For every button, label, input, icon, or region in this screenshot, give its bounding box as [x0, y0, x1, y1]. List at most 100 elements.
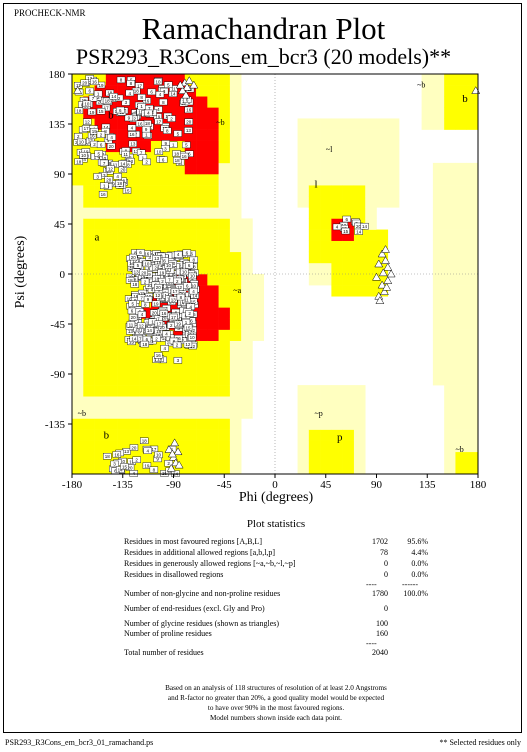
region-cell	[117, 262, 129, 275]
region-cell	[353, 185, 366, 197]
region-cell	[173, 451, 186, 464]
model-number: 4	[128, 91, 131, 96]
region-cell	[308, 151, 321, 164]
region-cell	[444, 407, 456, 419]
region-cell	[455, 318, 468, 330]
page-frame	[3, 3, 522, 733]
region-cell	[150, 85, 163, 97]
residue-point: 17	[154, 118, 163, 125]
region-cell	[229, 118, 242, 130]
region-cell	[128, 196, 140, 208]
stat-label: Number of proline residues	[124, 629, 212, 638]
region-cell	[466, 429, 479, 441]
region-cell	[229, 162, 242, 175]
model-number: 2	[118, 96, 121, 101]
model-number: 14	[192, 293, 198, 298]
model-number: 6	[119, 108, 122, 113]
region-cell	[365, 274, 377, 286]
region-cell	[150, 374, 163, 386]
model-number: 1	[151, 320, 154, 325]
region-label: ~a	[233, 286, 241, 295]
region-cell	[105, 229, 118, 241]
residue-box	[184, 106, 193, 114]
residue-point: 9	[124, 114, 134, 122]
region-cell	[162, 407, 174, 419]
model-number: 17	[136, 337, 142, 342]
region-cell	[184, 196, 197, 208]
model-number: 4	[131, 126, 134, 131]
region-cell	[207, 440, 219, 453]
model-number: 11	[171, 86, 176, 91]
model-number: 6	[139, 250, 142, 255]
region-cell	[466, 407, 479, 419]
region-cell	[218, 351, 231, 364]
region-cell	[229, 207, 242, 219]
region-cell	[331, 396, 343, 408]
region-cell	[241, 218, 253, 230]
x-tick-label: 135	[419, 479, 436, 491]
model-number: 20	[156, 285, 162, 290]
region-cell	[297, 151, 310, 164]
region-cell	[207, 385, 219, 397]
region-cell	[376, 262, 389, 275]
region-cell	[72, 396, 84, 408]
region-cell	[308, 129, 321, 141]
region-cell	[466, 96, 479, 108]
residue-point: 17	[81, 125, 91, 132]
region-cell	[72, 140, 84, 153]
model-number: 16	[182, 154, 188, 159]
region-cell	[241, 251, 253, 264]
region-cell	[320, 129, 332, 141]
residue-point: 14	[354, 228, 363, 235]
residue-box	[137, 94, 146, 101]
model-number: 2	[133, 318, 136, 323]
residue-box	[82, 100, 92, 108]
model-number: 11	[146, 320, 151, 325]
region-cell	[196, 318, 208, 330]
region-cell	[297, 118, 310, 130]
residue-point: 3	[121, 99, 131, 106]
model-number: 18	[133, 294, 139, 299]
residue-box	[136, 249, 145, 256]
region-cell	[94, 307, 107, 319]
region-cell	[444, 396, 456, 408]
residue-box	[125, 277, 135, 284]
region-cell	[353, 207, 366, 219]
region-cell	[444, 385, 456, 397]
residue-point: 20	[106, 143, 116, 150]
region-cell	[466, 274, 479, 286]
model-number: 18	[141, 327, 147, 332]
residue-box	[139, 269, 148, 276]
region-cell	[207, 251, 219, 264]
residue-point: 2	[142, 158, 151, 166]
x-axis-label: Phi (degrees)	[238, 490, 314, 505]
region-cell	[252, 329, 265, 341]
region-cell	[331, 429, 343, 441]
region-cell	[83, 274, 95, 286]
region-cell	[117, 207, 129, 219]
region-cell	[207, 129, 219, 141]
model-number: 17	[156, 119, 162, 124]
region-cell	[117, 440, 129, 453]
residue-box	[127, 124, 137, 131]
model-number: 9	[147, 297, 150, 302]
region-label: ~b	[78, 409, 86, 418]
model-number: 10	[190, 335, 196, 340]
region-cell	[353, 262, 366, 275]
residue-box	[137, 322, 146, 329]
region-cell	[466, 440, 479, 453]
region-cell	[308, 240, 321, 253]
region-label: ~l	[326, 145, 333, 154]
region-cell	[117, 251, 129, 264]
region-cell	[466, 285, 479, 297]
region-cell	[218, 307, 231, 319]
residue-box	[129, 470, 138, 477]
x-tick-label: 0	[272, 479, 278, 491]
region-cell	[72, 329, 84, 341]
region-cell	[331, 440, 343, 453]
region-cell	[150, 418, 163, 430]
stat-percent: 95.6%	[407, 537, 428, 546]
region-cell	[455, 351, 468, 364]
region-cell	[466, 262, 479, 275]
glycine-triangle	[381, 245, 390, 253]
